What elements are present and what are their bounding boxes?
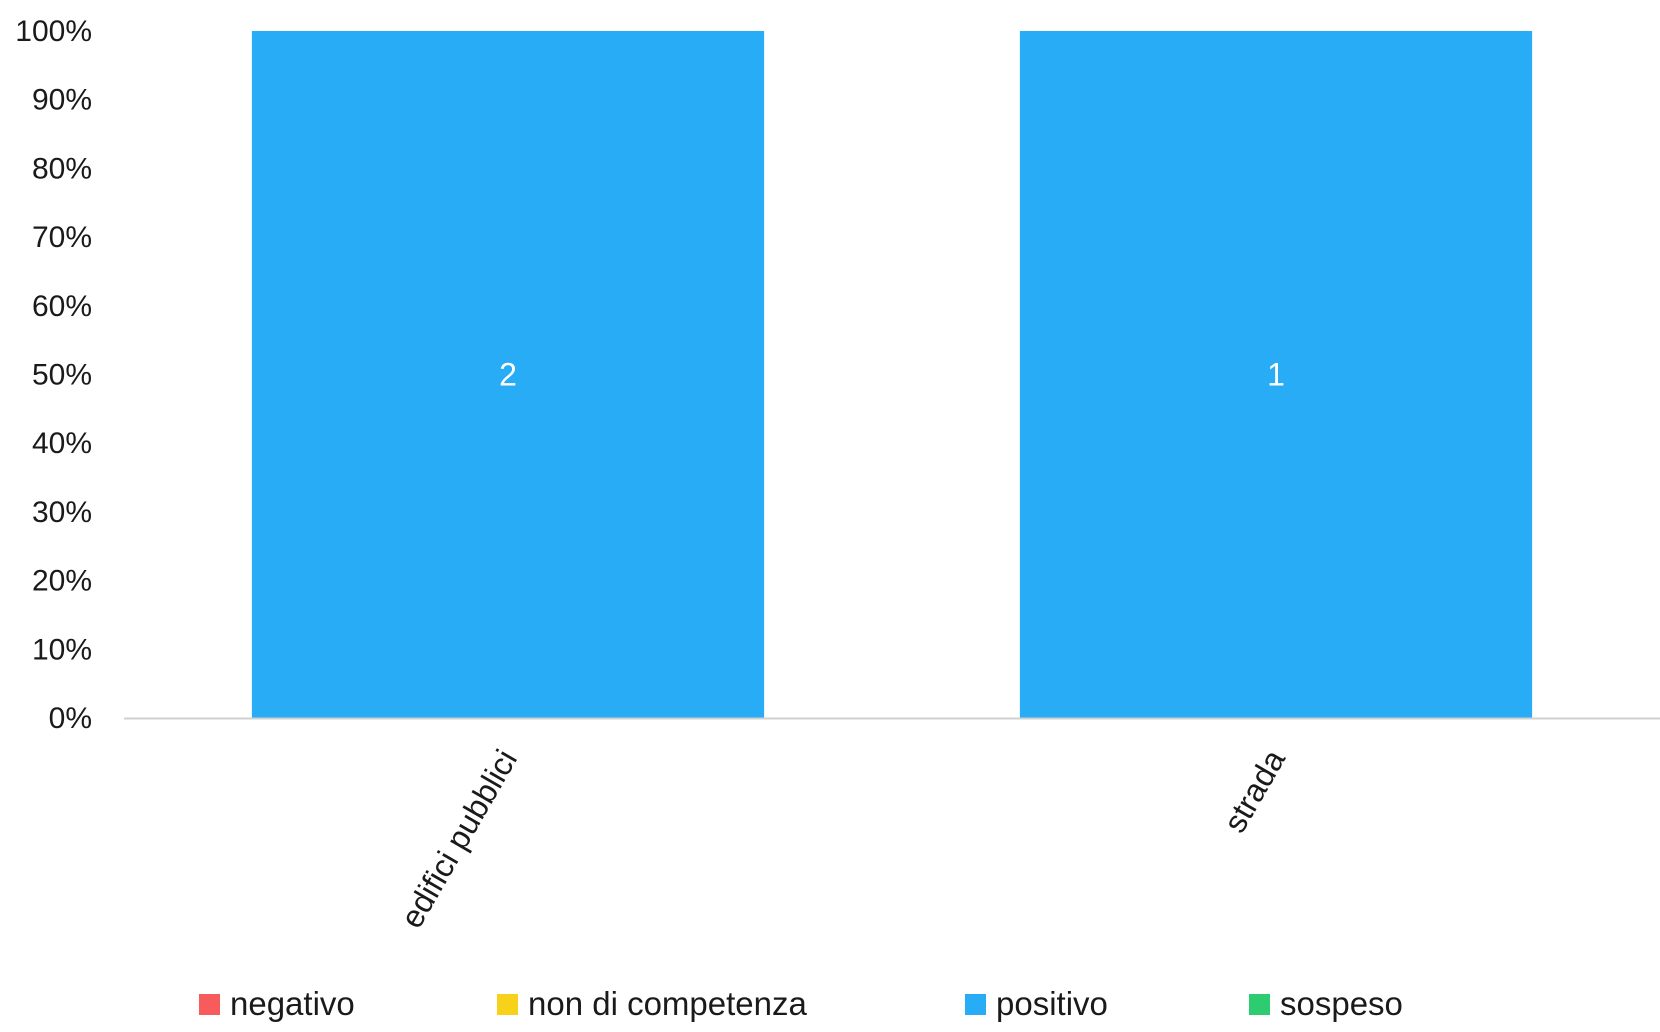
y-tick-label: 40% <box>32 427 92 460</box>
x-category-label: edifici pubblici <box>393 744 524 935</box>
bar-positivo-strada <box>1019 31 1533 718</box>
legend-label: sospeso <box>1280 985 1403 1022</box>
y-tick-label: 20% <box>32 565 92 598</box>
legend-item-sospeso: sospeso <box>1249 985 1403 1023</box>
data-label: 2 <box>499 357 517 393</box>
y-axis-ticks: 0% 10% 20% 30% 40% 50% 60% 70% 80% 90% 100% <box>15 15 92 735</box>
legend-item-positivo: positivo <box>965 985 1108 1023</box>
y-tick-label: 30% <box>32 496 92 529</box>
legend-swatch <box>965 993 986 1015</box>
legend-item-non-di-competenza: non di competenza <box>497 985 807 1023</box>
bar-positivo-edifici-pubblici <box>251 31 765 718</box>
y-tick-label: 50% <box>32 359 92 392</box>
y-tick-label: 0% <box>49 702 92 735</box>
y-tick-label: 10% <box>32 633 92 666</box>
legend-item-negativo: negativo <box>199 985 355 1023</box>
y-tick-label: 80% <box>32 152 92 185</box>
legend-swatch <box>199 993 220 1015</box>
y-tick-label: 60% <box>32 290 92 323</box>
y-tick-label: 100% <box>15 15 92 48</box>
legend-label: non di competenza <box>528 985 807 1022</box>
x-category-label: strada <box>1216 743 1292 838</box>
legend-swatch <box>1249 993 1270 1015</box>
y-tick-label: 90% <box>32 84 92 117</box>
data-label: 1 <box>1267 357 1285 393</box>
legend: negativo non di competenza positivo sospeso <box>0 985 1660 1025</box>
x-axis-category-labels: edifici pubblici strada <box>393 743 1292 934</box>
y-tick-label: 70% <box>32 221 92 254</box>
legend-label: negativo <box>230 985 355 1022</box>
legend-label: positivo <box>996 985 1108 1022</box>
legend-swatch <box>497 993 518 1015</box>
